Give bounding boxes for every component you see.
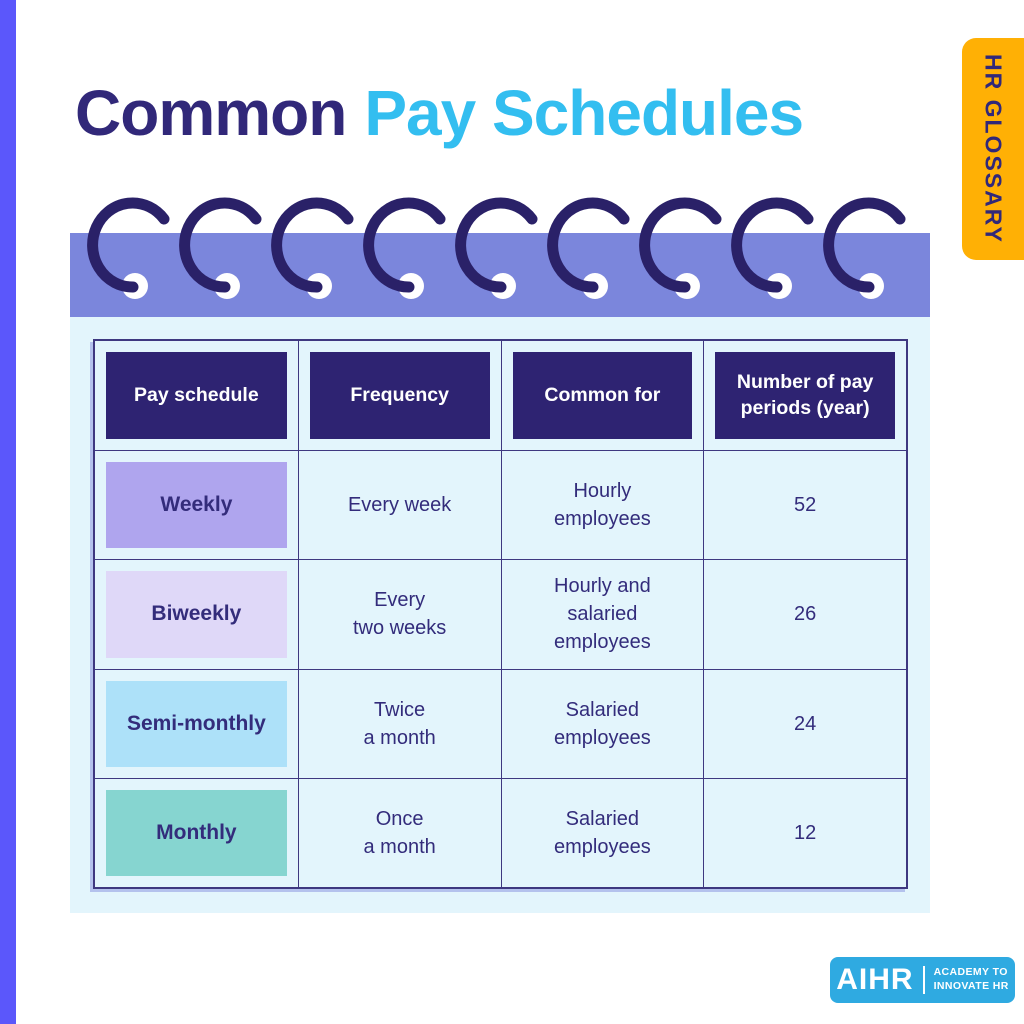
- header-cell: Pay schedule: [95, 341, 298, 450]
- schedule-label-box: Biweekly: [106, 571, 287, 658]
- schedule-label-box: Semi-monthly: [106, 680, 287, 767]
- common-for-cell-text: Salaried employees: [554, 807, 651, 858]
- periods-cell: 52: [703, 450, 906, 560]
- schedule-label-box: Weekly: [106, 462, 287, 549]
- calendar-header-band: [70, 233, 930, 317]
- periods-cell-text: 52: [794, 494, 817, 517]
- column-header-box: Common for: [512, 352, 693, 440]
- common-for-cell: Salaried employees: [500, 668, 704, 778]
- aihr-logo-wordmark: AIHR: [836, 963, 914, 996]
- pay-table: Pay schedule Frequency Common for Number of…: [93, 339, 908, 889]
- common-for-cell: Salaried employees: [500, 777, 704, 887]
- left-accent-bar: [0, 0, 16, 1024]
- schedule-label-box: Monthly: [106, 789, 287, 876]
- frequency-cell: Every week: [297, 450, 501, 560]
- periods-cell: 24: [703, 668, 906, 778]
- common-for-cell: Hourly and salaried employees: [500, 559, 704, 669]
- column-header-box: Pay schedule: [106, 352, 287, 440]
- frequency-cell-text: Every week: [347, 494, 452, 517]
- column-header-box: Number of pay periods (year): [715, 352, 895, 440]
- schedule-cell: Monthly: [95, 777, 298, 887]
- frequency-cell-text: Twice a month: [363, 698, 436, 749]
- frequency-cell-text: Once a month: [363, 807, 436, 858]
- frequency-cell: Every two weeks: [297, 559, 501, 669]
- common-for-cell-text: Hourly employees: [554, 480, 651, 531]
- aihr-logo: AIHR ACADEMY TO INNOVATE HR: [830, 957, 1015, 1003]
- common-for-cell: Hourly employees: [500, 450, 704, 560]
- aihr-logo-tagline: ACADEMY TO INNOVATE HR: [933, 966, 1009, 992]
- common-for-cell-text: Salaried employees: [554, 698, 651, 749]
- page-title-part1: Common: [75, 77, 347, 149]
- periods-cell-text: 12: [794, 821, 817, 844]
- frequency-cell-text: Every two weeks: [352, 589, 447, 640]
- periods-cell-text: 26: [794, 603, 817, 626]
- periods-cell: 12: [703, 777, 906, 887]
- column-header-box: Frequency: [309, 352, 490, 440]
- hr-glossary-tab-label: HR GLOSSARY: [980, 54, 1007, 244]
- page-title-part2: Pay Schedules: [364, 77, 804, 149]
- schedule-cell: Biweekly: [95, 559, 298, 668]
- page-title: Common Pay Schedules: [75, 77, 804, 149]
- frequency-cell: Twice a month: [297, 668, 501, 778]
- header-cell: Common for: [500, 341, 704, 451]
- common-for-cell-text: Hourly and salaried employees: [554, 575, 651, 654]
- schedule-cell: Weekly: [95, 450, 298, 559]
- periods-cell: 26: [703, 559, 906, 669]
- aihr-logo-divider: [922, 966, 925, 994]
- header-cell: Number of pay periods (year): [703, 341, 906, 451]
- frequency-cell: Once a month: [297, 777, 501, 887]
- periods-cell-text: 24: [794, 712, 817, 735]
- header-cell: Frequency: [297, 341, 501, 451]
- schedule-cell: Semi-monthly: [95, 668, 298, 778]
- hr-glossary-tab: HR GLOSSARY: [962, 38, 1024, 260]
